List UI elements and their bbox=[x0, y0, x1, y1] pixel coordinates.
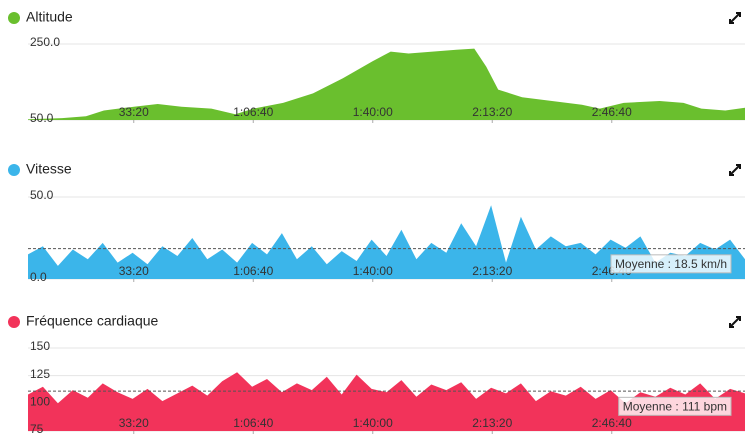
x-tick-label: 2:13:20 bbox=[472, 105, 512, 119]
chart: Fréquence cardiaque 75 100 125 150 33:20 1:06:… bbox=[8, 313, 745, 436]
chart-title: Vitesse bbox=[26, 161, 72, 177]
x-tick-label: 33:20 bbox=[119, 105, 149, 119]
y-tick-label: 50.0 bbox=[30, 111, 54, 125]
average-label-box bbox=[610, 254, 732, 274]
x-tick-label: 2:13:20 bbox=[472, 264, 512, 278]
chart: Altitude 50.0 250.0 33:20 1:06:40 1:40:00 2:13… bbox=[8, 9, 745, 125]
legend-dot bbox=[8, 164, 20, 176]
area bbox=[28, 205, 745, 279]
expand-icon[interactable] bbox=[729, 12, 741, 24]
legend-dot bbox=[8, 316, 20, 328]
chart-title: Altitude bbox=[26, 9, 73, 25]
y-tick-label: 125 bbox=[30, 367, 50, 381]
x-tick-label: 33:20 bbox=[119, 416, 149, 430]
x-tick-label: 1:40:00 bbox=[353, 416, 393, 430]
x-tick-label: 2:13:20 bbox=[472, 416, 512, 430]
y-tick-label: 75 bbox=[30, 422, 44, 436]
x-tick-label: 1:06:40 bbox=[233, 416, 273, 430]
x-tick-label: 1:40:00 bbox=[353, 105, 393, 119]
x-tick-label: 2:46:40 bbox=[592, 105, 632, 119]
expand-icon[interactable] bbox=[729, 164, 741, 176]
area bbox=[28, 372, 745, 431]
average-label-box bbox=[618, 396, 732, 416]
x-tick-label: 1:06:40 bbox=[233, 264, 273, 278]
x-tick-label: 33:20 bbox=[119, 264, 149, 278]
y-tick-label: 0.0 bbox=[30, 270, 47, 284]
y-tick-label: 50.0 bbox=[30, 188, 54, 202]
y-tick-label: 150 bbox=[30, 339, 50, 353]
chart-title: Fréquence cardiaque bbox=[26, 313, 159, 329]
average-label: Moyenne : 111 bpm bbox=[623, 399, 727, 413]
y-tick-label: 250.0 bbox=[30, 35, 60, 49]
x-tick-label: 2:46:40 bbox=[592, 416, 632, 430]
x-tick-label: 1:40:00 bbox=[353, 264, 393, 278]
average-label: Moyenne : 18.5 km/h bbox=[615, 257, 727, 271]
x-tick-label: 1:06:40 bbox=[233, 105, 273, 119]
expand-icon[interactable] bbox=[729, 316, 741, 328]
chart: Vitesse 0.0 50.0 33:20 1:06:40 1:40:00 2:13:20… bbox=[8, 161, 745, 284]
y-tick-label: 100 bbox=[30, 395, 50, 409]
legend-dot bbox=[8, 12, 20, 24]
area bbox=[28, 48, 745, 120]
